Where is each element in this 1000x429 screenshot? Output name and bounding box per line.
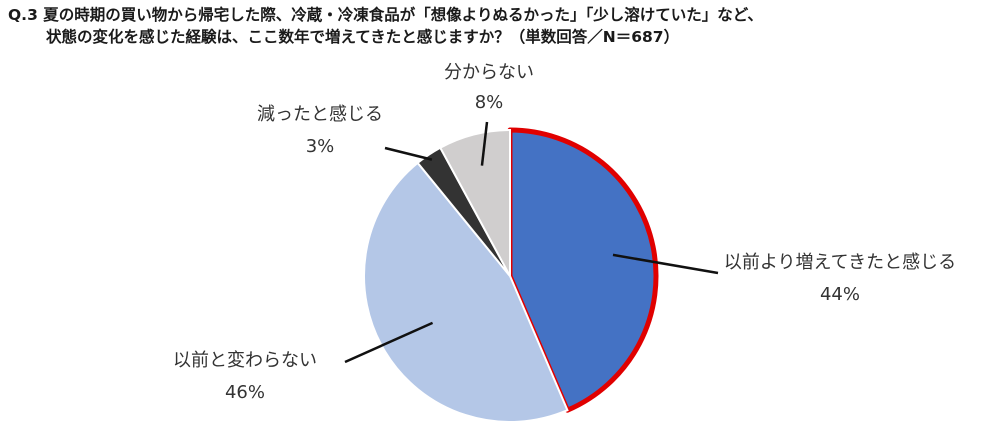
slice-value-label: 8% [475, 92, 504, 113]
leader-line [480, 121, 489, 166]
leader-line [612, 253, 719, 275]
leader-line [384, 146, 433, 161]
slice-value-label: 46% [225, 382, 265, 403]
leader-line [344, 321, 434, 364]
chart-title: Q.3 夏の時期の買い物から帰宅した際、冷蔵・冷凍食品が「想像よりぬるかった」「… [8, 4, 998, 48]
pie-slice-highlight [507, 127, 659, 413]
slice-value-label: 44% [820, 284, 860, 305]
title-line-1: Q.3 夏の時期の買い物から帰宅した際、冷蔵・冷凍食品が「想像よりぬるかった」「… [8, 6, 763, 24]
slice-label: 以前より増えてきたと感じる [724, 252, 956, 273]
slice-value-label: 3% [306, 136, 335, 157]
pie-slice [438, 128, 511, 277]
title-line-2: 状態の変化を感じた経験は、ここ数年で増えてきたと感じますか？（単数回答／N＝68… [46, 28, 680, 46]
slice-label: 分からない [444, 62, 534, 83]
slice-label: 以前と変わらない [173, 350, 317, 371]
pie-slice [362, 161, 569, 423]
slice-label: 減ったと感じる [257, 104, 383, 125]
